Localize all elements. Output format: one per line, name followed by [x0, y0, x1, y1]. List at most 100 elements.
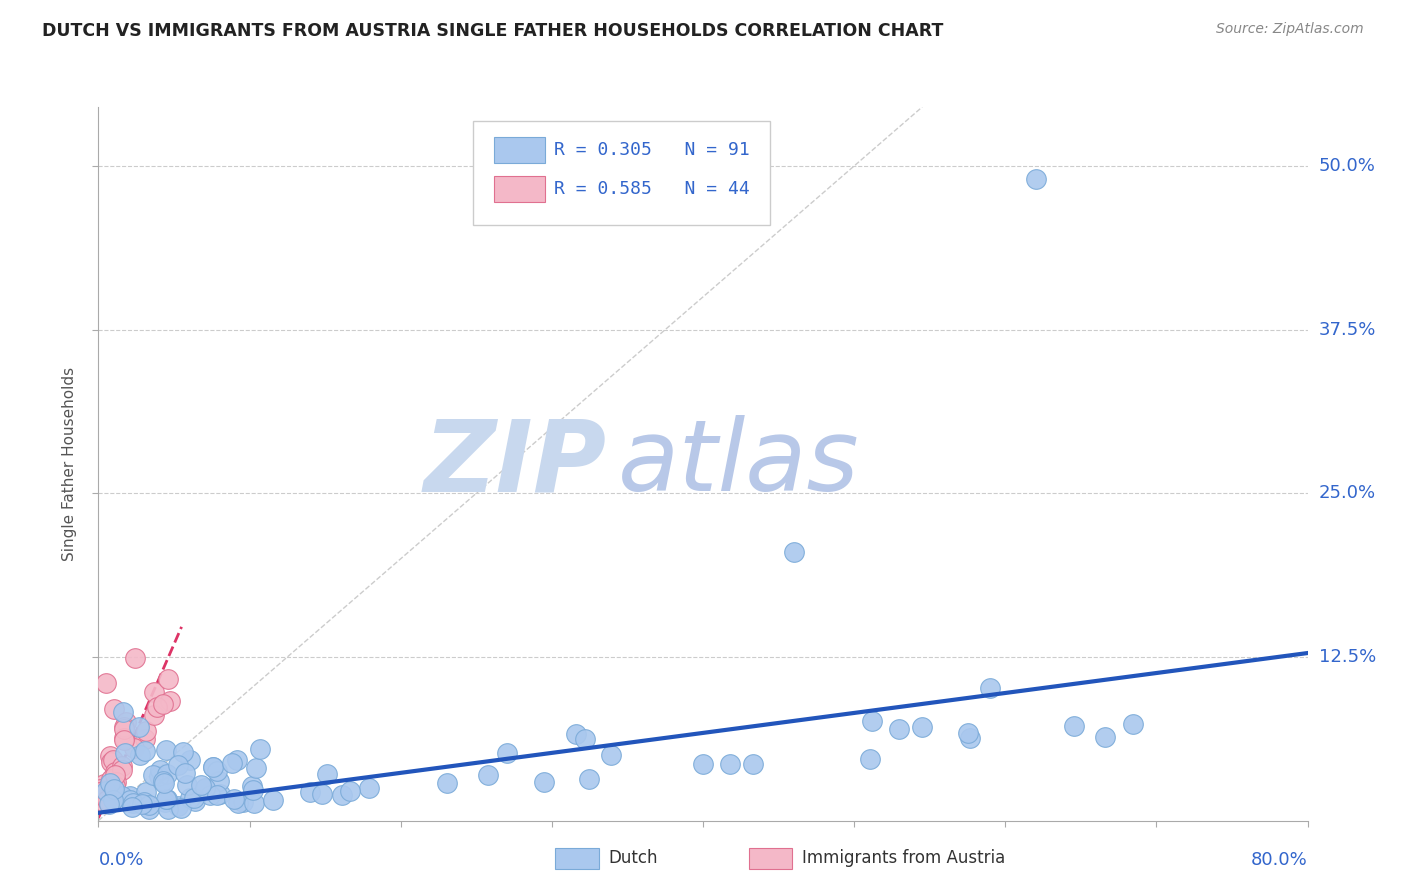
Point [155, 792, 177, 806]
Point [93, 782, 115, 797]
Y-axis label: Single Father Households: Single Father Households [62, 367, 77, 561]
Point [477, 768, 499, 782]
Point [111, 759, 134, 773]
Point [692, 757, 714, 772]
FancyBboxPatch shape [494, 137, 544, 162]
Point [122, 796, 145, 810]
Point [124, 650, 146, 665]
Point [135, 723, 157, 738]
Point [574, 732, 596, 747]
Point [89, 781, 111, 796]
Point [152, 773, 174, 788]
Point [202, 760, 225, 774]
Point [316, 767, 339, 781]
Point [101, 753, 124, 767]
Point [240, 779, 263, 793]
Point [93, 790, 115, 805]
Point [103, 769, 125, 783]
Point [142, 685, 165, 699]
Point [859, 752, 882, 766]
Point [198, 788, 221, 802]
Point [911, 720, 934, 734]
FancyBboxPatch shape [494, 177, 544, 202]
Point [104, 764, 127, 779]
Point [118, 789, 141, 804]
Point [201, 760, 224, 774]
FancyBboxPatch shape [474, 121, 769, 225]
Point [91, 790, 114, 805]
Point [134, 744, 156, 758]
Point [156, 766, 179, 780]
Point [100, 786, 122, 800]
Point [226, 797, 249, 811]
Point [104, 775, 127, 789]
Point [159, 694, 181, 708]
Point [245, 761, 267, 775]
Point [243, 796, 266, 810]
Point [112, 731, 135, 745]
Point [179, 790, 201, 805]
Point [138, 802, 160, 816]
Point [156, 672, 179, 686]
Point [860, 714, 883, 728]
Point [129, 747, 152, 762]
Point [93, 796, 115, 810]
Text: 50.0%: 50.0% [1319, 157, 1375, 175]
Point [311, 787, 333, 801]
Point [148, 768, 170, 782]
Point [101, 772, 124, 786]
Point [1326, 323, 1348, 337]
Text: 80.0%: 80.0% [1251, 851, 1308, 869]
FancyBboxPatch shape [749, 847, 793, 869]
Text: 0.0%: 0.0% [98, 851, 143, 869]
Point [208, 774, 231, 789]
Point [599, 747, 621, 762]
Point [104, 768, 127, 782]
Point [122, 741, 145, 756]
Point [112, 723, 135, 737]
Point [183, 790, 205, 805]
Point [111, 789, 134, 804]
Point [103, 702, 125, 716]
Point [114, 746, 136, 760]
Point [224, 792, 246, 806]
Point [176, 779, 198, 793]
Point [100, 772, 122, 786]
Point [153, 795, 176, 809]
Point [1094, 730, 1116, 744]
Point [190, 778, 212, 792]
Point [242, 783, 264, 797]
Point [128, 720, 150, 734]
Point [184, 794, 207, 808]
Point [93, 789, 115, 803]
Text: DUTCH VS IMMIGRANTS FROM AUSTRIA SINGLE FATHER HOUSEHOLDS CORRELATION CHART: DUTCH VS IMMIGRANTS FROM AUSTRIA SINGLE … [42, 22, 943, 40]
Point [94, 792, 117, 806]
Point [152, 776, 174, 790]
Point [436, 776, 458, 790]
Point [143, 708, 166, 723]
Point [135, 784, 157, 798]
Point [232, 795, 254, 809]
Point [149, 763, 172, 777]
Point [533, 775, 555, 789]
Text: R = 0.585   N = 44: R = 0.585 N = 44 [554, 180, 749, 198]
Point [359, 781, 381, 796]
Point [97, 797, 120, 812]
Point [94, 784, 117, 798]
Point [225, 753, 247, 767]
Point [134, 731, 156, 746]
Point [194, 781, 217, 796]
Point [97, 789, 120, 804]
Point [98, 748, 121, 763]
Text: Dutch: Dutch [609, 849, 658, 867]
Point [132, 796, 155, 810]
Point [103, 782, 125, 797]
Point [205, 764, 228, 778]
Text: 37.5%: 37.5% [1319, 320, 1376, 339]
Point [155, 792, 177, 806]
Text: Source: ZipAtlas.com: Source: ZipAtlas.com [1216, 22, 1364, 37]
Point [262, 793, 284, 807]
Text: Immigrants from Austria: Immigrants from Austria [803, 849, 1005, 867]
Text: 25.0%: 25.0% [1319, 484, 1376, 502]
Point [89, 785, 111, 799]
